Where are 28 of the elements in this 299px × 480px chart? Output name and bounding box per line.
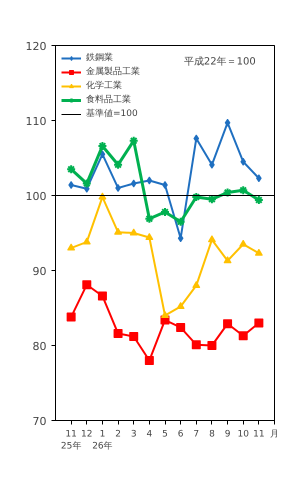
legend-label: 化学工業 (86, 80, 122, 92)
x-tick-label: 4 (146, 430, 152, 440)
legend-label: 基準値=100 (86, 108, 138, 120)
x-tick-label: 7 (193, 430, 200, 440)
text: 月 (270, 430, 279, 440)
x-tick-label: 5 (162, 430, 168, 440)
x-tick-label: 12 (81, 430, 93, 440)
y-tick-label: 90 (32, 265, 47, 278)
text: 26年 (92, 440, 113, 452)
y-tick-label: 100 (26, 190, 47, 203)
y-tick-label: 120 (26, 40, 47, 53)
x-tick-label: 10 (237, 430, 250, 440)
x-tick-label: 6 (178, 430, 184, 440)
x-tick-label: 2 (115, 430, 121, 440)
legend-label: 鉄鋼業 (86, 52, 113, 64)
annotation: 平成22年＝100 (184, 56, 256, 68)
legend-label: 金属製品工業 (86, 66, 140, 78)
y-tick-label: 110 (26, 115, 47, 128)
x-tick-label: 3 (130, 430, 137, 440)
x-tick-label: 9 (224, 430, 231, 440)
y-tick-label: 80 (32, 340, 47, 353)
text: 25年 (60, 440, 82, 452)
legend-label: 食料品工業 (86, 94, 131, 106)
x-tick-label: 8 (209, 430, 216, 440)
x-tick-label: 11 (65, 430, 77, 440)
x-tick-label: 1 (100, 430, 106, 440)
y-tick-label: 70 (32, 415, 47, 428)
x-tick-label: 11 (253, 430, 265, 440)
